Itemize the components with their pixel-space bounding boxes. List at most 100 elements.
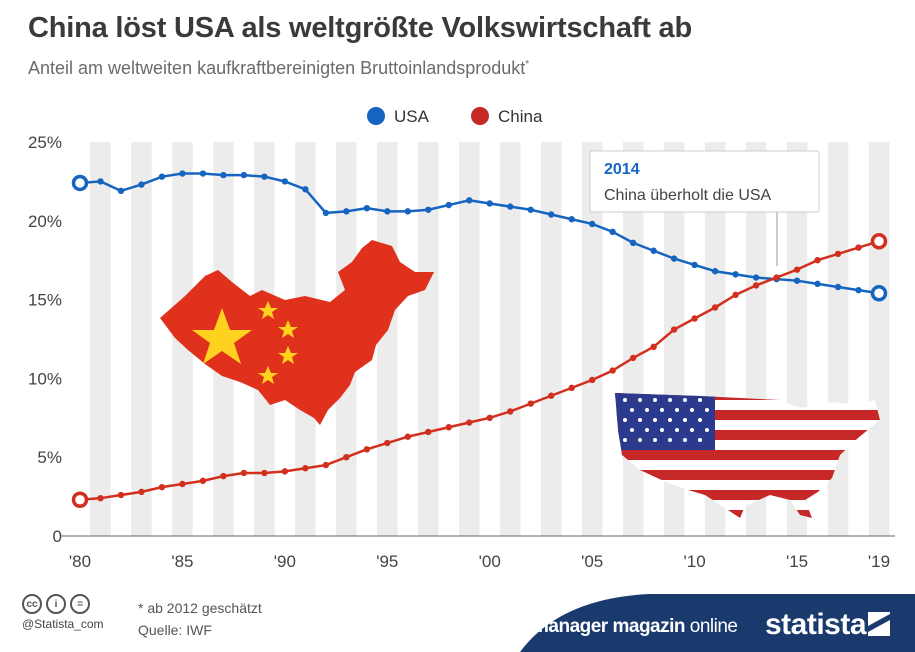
data-point-china[interactable] — [445, 424, 452, 431]
data-point-china[interactable] — [507, 408, 514, 415]
data-point-china[interactable] — [588, 376, 596, 384]
data-point-china[interactable] — [629, 354, 637, 362]
license-block: cc i = @Statista_com — [22, 594, 104, 631]
x-tick-label: '19 — [868, 552, 890, 571]
data-point-usa[interactable] — [711, 268, 719, 275]
data-point-china[interactable] — [117, 491, 125, 499]
data-point-usa[interactable] — [609, 228, 616, 236]
data-point-usa[interactable] — [466, 197, 473, 204]
data-point-china[interactable] — [711, 304, 719, 311]
data-point-china[interactable] — [609, 367, 616, 374]
data-point-china[interactable] — [97, 494, 104, 502]
annotation-box — [589, 150, 820, 213]
source-note: Quelle: IWF — [138, 622, 212, 638]
data-point-usa[interactable] — [834, 283, 842, 291]
manager-magazin-logo[interactable]: manager magazin online — [532, 616, 738, 638]
data-point-usa[interactable] — [629, 239, 637, 247]
data-point-usa[interactable] — [240, 171, 248, 179]
data-point-usa[interactable] — [752, 274, 760, 281]
data-point-usa[interactable] — [650, 247, 657, 254]
data-point-usa[interactable] — [158, 173, 166, 180]
data-point-china[interactable] — [220, 472, 227, 480]
data-point-china[interactable] — [404, 433, 411, 440]
y-tick-label: 25% — [28, 133, 62, 152]
data-point-china[interactable] — [302, 465, 309, 472]
data-point-usa[interactable] — [527, 206, 534, 213]
data-point-china[interactable] — [527, 400, 534, 407]
no-derivatives-icon[interactable]: = — [70, 594, 90, 614]
data-point-usa[interactable] — [425, 206, 432, 213]
data-point-usa[interactable] — [855, 286, 862, 294]
data-point-china[interactable] — [240, 469, 248, 477]
estimate-note: * ab 2012 geschätzt — [138, 600, 262, 616]
data-point-usa[interactable] — [588, 220, 596, 228]
data-point-usa[interactable] — [179, 170, 186, 177]
data-point-usa[interactable] — [670, 255, 678, 262]
data-point-china[interactable] — [158, 483, 166, 491]
data-point-usa[interactable] — [281, 178, 289, 185]
data-point-usa[interactable] — [138, 181, 145, 188]
data-point-usa[interactable] — [302, 186, 309, 193]
data-point-china[interactable] — [466, 419, 473, 426]
chart-subtitle: Anteil am weltweiten kaufkraftbereinigte… — [28, 58, 529, 79]
attribution-icon[interactable]: i — [46, 594, 66, 614]
data-point-china[interactable] — [814, 257, 821, 264]
annotation-callout: 2014 China überholt die USA — [589, 150, 820, 266]
data-point-china[interactable] — [752, 282, 760, 289]
data-point-usa[interactable] — [486, 200, 493, 207]
data-point-usa-endpoint[interactable] — [870, 285, 888, 302]
data-point-china[interactable] — [343, 454, 350, 461]
data-point-usa[interactable] — [568, 216, 575, 223]
data-point-usa[interactable] — [507, 203, 514, 210]
data-point-china[interactable] — [384, 439, 391, 447]
data-point-usa[interactable] — [322, 209, 330, 217]
data-point-usa[interactable] — [691, 261, 698, 269]
grid-stripe — [459, 142, 480, 536]
data-point-china[interactable] — [548, 392, 555, 399]
data-point-china[interactable] — [486, 414, 493, 421]
data-point-usa[interactable] — [97, 178, 104, 185]
data-point-usa[interactable] — [445, 201, 452, 209]
statista-logo[interactable]: statista — [765, 608, 867, 641]
data-point-usa[interactable] — [199, 170, 207, 177]
data-point-china[interactable] — [281, 468, 289, 475]
data-point-china-endpoint[interactable] — [71, 491, 89, 509]
data-point-china[interactable] — [773, 274, 780, 281]
data-point-china[interactable] — [855, 244, 862, 251]
data-point-usa[interactable] — [732, 271, 739, 278]
data-point-china[interactable] — [179, 480, 186, 488]
data-point-china-endpoint[interactable] — [870, 233, 888, 250]
data-point-usa[interactable] — [363, 204, 371, 212]
data-point-usa[interactable] — [117, 187, 125, 195]
data-point-usa[interactable] — [793, 277, 801, 284]
data-point-china[interactable] — [732, 291, 739, 299]
data-point-china[interactable] — [691, 315, 698, 322]
data-point-china[interactable] — [568, 384, 575, 392]
footer-band — [520, 594, 915, 652]
data-point-usa[interactable] — [548, 211, 555, 218]
data-point-usa[interactable] — [220, 171, 227, 179]
data-point-china[interactable] — [670, 326, 678, 333]
statista-handle[interactable]: @Statista_com — [22, 617, 104, 631]
data-point-usa[interactable] — [384, 208, 391, 215]
data-point-china[interactable] — [650, 343, 657, 351]
data-point-china[interactable] — [199, 477, 207, 485]
creative-commons-icon[interactable]: cc — [22, 594, 42, 614]
data-point-usa[interactable] — [261, 173, 268, 180]
data-point-china[interactable] — [138, 488, 145, 496]
data-point-usa[interactable] — [404, 208, 411, 215]
data-point-china[interactable] — [793, 266, 801, 273]
grid-stripe — [581, 142, 603, 536]
data-point-usa[interactable] — [343, 208, 350, 215]
series-line-china — [79, 240, 880, 501]
data-point-china[interactable] — [261, 469, 268, 477]
x-tick-label: '10 — [684, 552, 706, 571]
legend-label-usa: USA — [394, 107, 430, 126]
y-tick-label: 15% — [28, 291, 62, 310]
data-point-china[interactable] — [425, 428, 432, 436]
data-point-china[interactable] — [834, 250, 842, 258]
data-point-china[interactable] — [363, 446, 371, 453]
data-point-usa-endpoint[interactable] — [71, 174, 89, 192]
data-point-usa[interactable] — [814, 280, 821, 288]
data-point-china[interactable] — [322, 461, 330, 469]
